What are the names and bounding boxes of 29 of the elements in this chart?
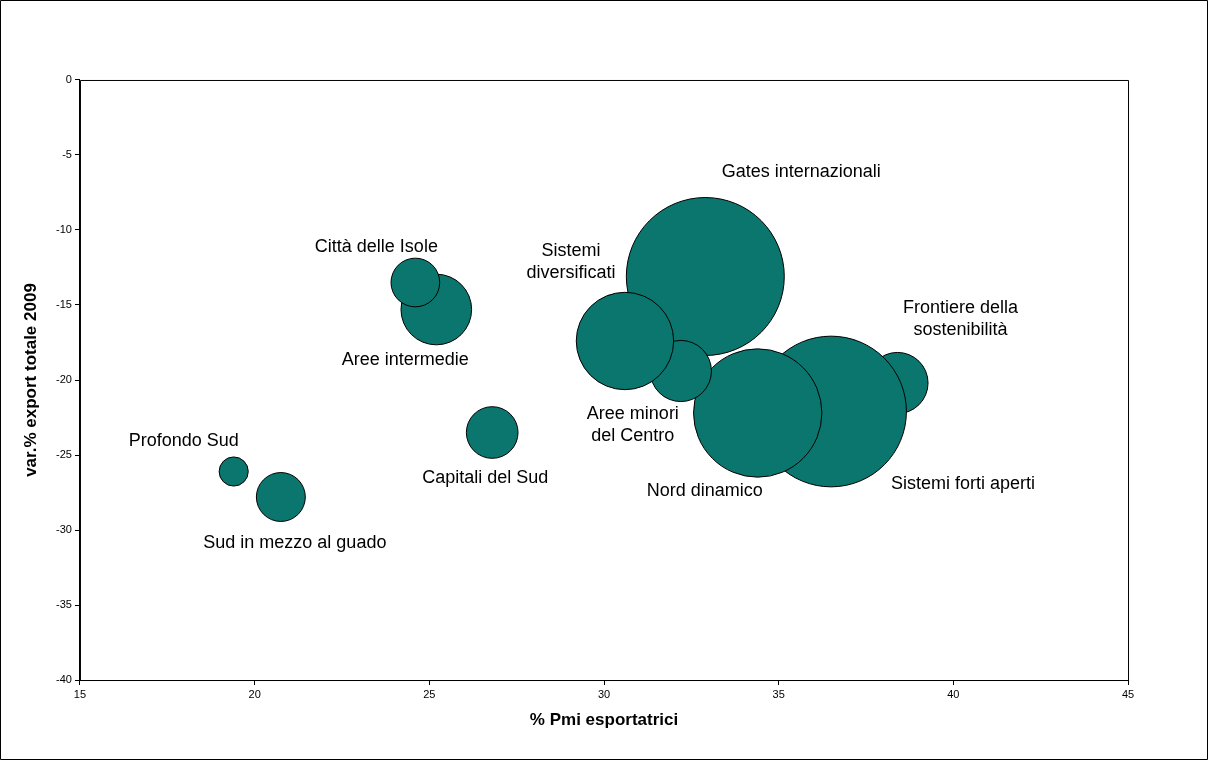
y-tick-label: -10: [56, 223, 72, 236]
y-tick-label: -5: [62, 148, 72, 161]
series-label: Profondo Sud: [128, 430, 239, 451]
x-tick-label: 35: [772, 687, 785, 700]
y-tick-label: -40: [56, 673, 72, 686]
series-label: Frontiere della sostenibilità: [902, 296, 1019, 339]
x-tick-label: 40: [947, 687, 960, 700]
y-tick-label: -30: [56, 523, 72, 536]
x-tick-label: 25: [423, 687, 436, 700]
series-label: Gates internazionali: [721, 161, 881, 182]
series-label: Aree minori del Centro: [586, 402, 679, 445]
series-label: Sistemi forti aperti: [891, 473, 1036, 494]
series-label: Aree intermedie: [341, 349, 469, 370]
x-axis-title: % Pmi esportatrici: [529, 710, 679, 730]
x-tick-label: 30: [597, 687, 611, 700]
series-label: Sistemi diversificati: [526, 239, 616, 282]
y-tick-label: 0: [65, 73, 72, 86]
y-tick-label: -35: [56, 598, 72, 611]
x-tick-label: 45: [1121, 687, 1135, 700]
y-tick-label: -25: [56, 448, 72, 461]
series-label: Sud in mezzo al guado: [203, 531, 387, 552]
x-tick-label: 15: [73, 687, 87, 700]
x-tick-label: 20: [248, 687, 261, 700]
series-label: Città delle Isole: [314, 236, 438, 257]
series-label: Capitali del Sud: [422, 467, 549, 488]
y-tick-label: -15: [56, 298, 72, 311]
y-tick-label: -20: [56, 373, 72, 386]
series-label: Nord dinamico: [646, 479, 763, 500]
y-axis-title: var.% export totale 2009: [20, 283, 40, 477]
